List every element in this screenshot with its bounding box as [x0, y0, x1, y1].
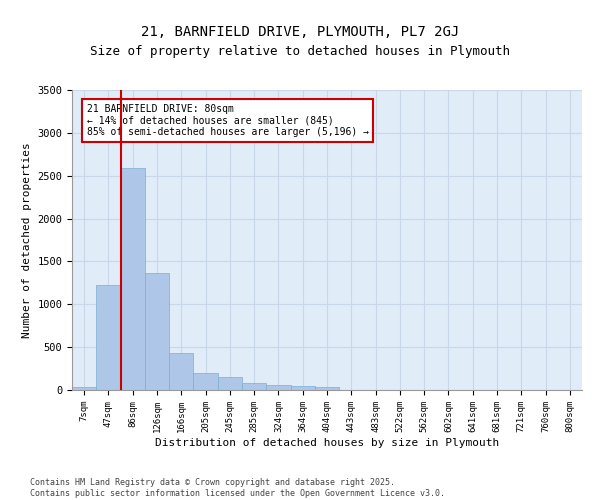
Bar	[290, 386, 315, 390]
Y-axis label: Number of detached properties: Number of detached properties	[22, 142, 32, 338]
Bar	[193, 374, 218, 390]
Text: 21 BARNFIELD DRIVE: 80sqm
← 14% of detached houses are smaller (845)
85% of semi: 21 BARNFIELD DRIVE: 80sqm ← 14% of detac…	[86, 104, 368, 136]
Text: Size of property relative to detached houses in Plymouth: Size of property relative to detached ho…	[90, 45, 510, 58]
Bar	[218, 376, 242, 390]
Bar	[266, 386, 290, 390]
X-axis label: Distribution of detached houses by size in Plymouth: Distribution of detached houses by size …	[155, 438, 499, 448]
Bar	[96, 286, 121, 390]
Bar	[121, 168, 145, 390]
Text: 21, BARNFIELD DRIVE, PLYMOUTH, PL7 2GJ: 21, BARNFIELD DRIVE, PLYMOUTH, PL7 2GJ	[141, 25, 459, 39]
Bar	[315, 388, 339, 390]
Bar	[72, 388, 96, 390]
Text: Contains HM Land Registry data © Crown copyright and database right 2025.
Contai: Contains HM Land Registry data © Crown c…	[30, 478, 445, 498]
Bar	[145, 274, 169, 390]
Bar	[169, 353, 193, 390]
Bar	[242, 382, 266, 390]
